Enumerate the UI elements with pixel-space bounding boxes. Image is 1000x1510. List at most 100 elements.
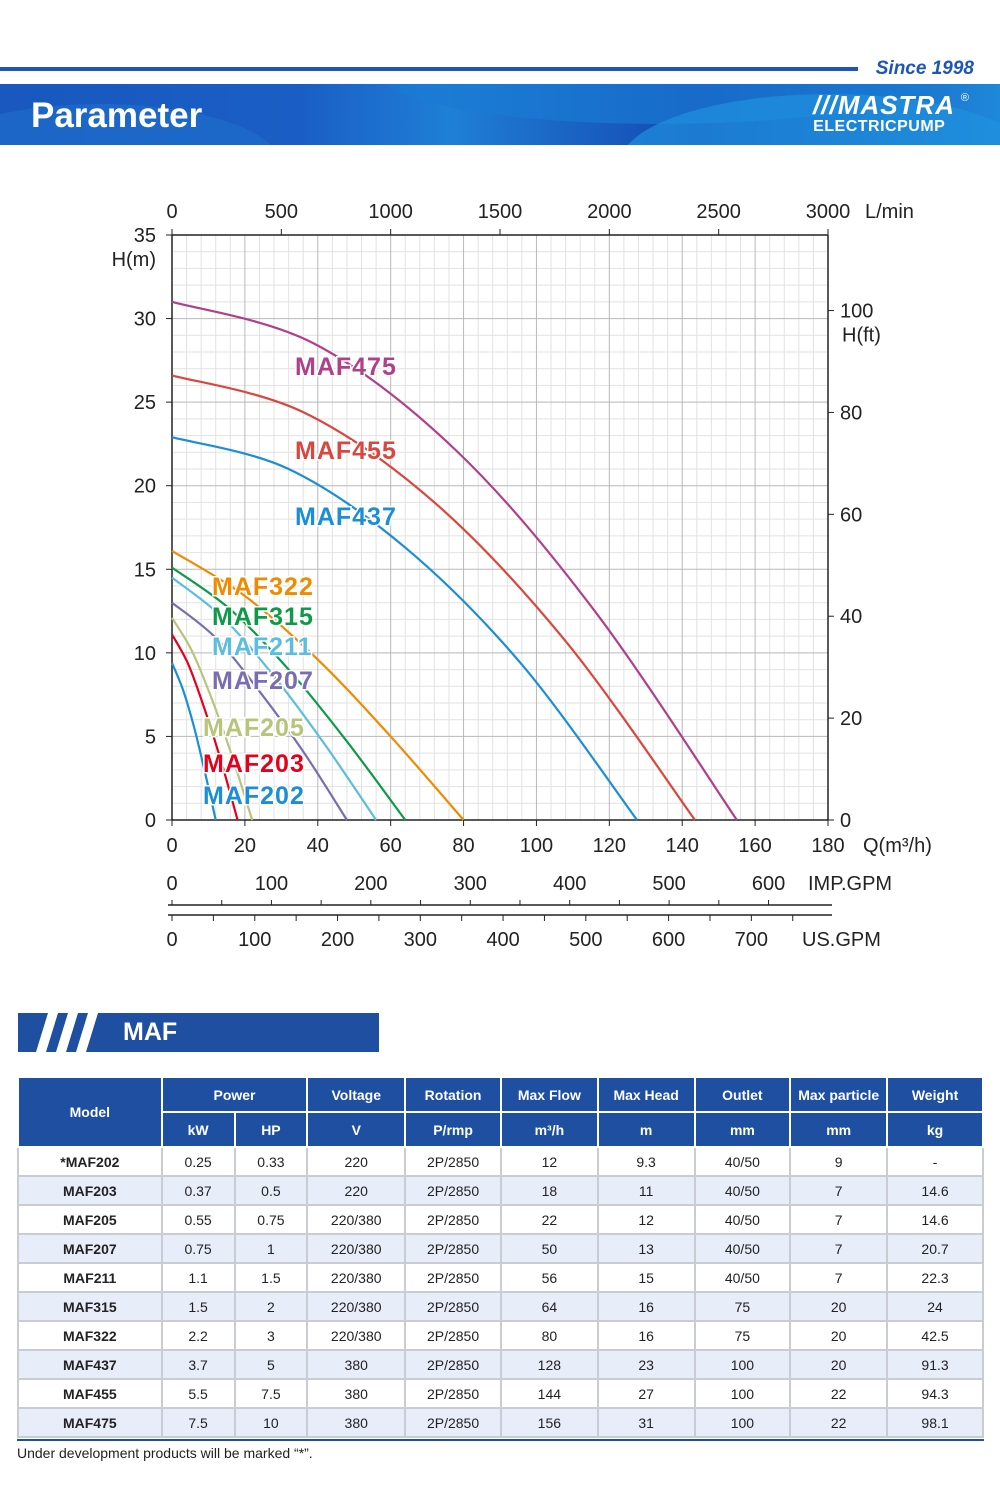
table-cell: 220/380 <box>306 1320 407 1351</box>
x-axis-label: Q(m³/h) <box>863 835 932 857</box>
table-cell: 0.5 <box>233 1175 309 1206</box>
brand-logo: ///MASTRA ELECTRICPUMP ® <box>813 92 969 136</box>
table-cell: 22 <box>789 1378 889 1409</box>
table-cell: 24 <box>886 1291 984 1322</box>
performance-chart: 0 20 40 60 80 100 120 140 160 180 Q(m³/h) 0 5 10 15 20 2… <box>112 201 932 951</box>
model-cell: MAF205 <box>17 1204 163 1235</box>
table-cell: 7 <box>789 1233 889 1264</box>
us-gpm-tick-label: 700 <box>735 929 768 951</box>
x-tick-label: 140 <box>666 835 699 857</box>
table-cell: 220/380 <box>306 1204 407 1235</box>
curve-maf202 <box>170 662 217 821</box>
table-cell: 2P/2850 <box>404 1204 502 1235</box>
table-row: MAF455 5.5 7.5 380 2P/2850 144 27 100 22 94.3 <box>17 1378 984 1409</box>
unit-header: kg <box>886 1111 984 1148</box>
table-row: MAF475 7.5 10 380 2P/2850 156 31 100 22 98.1 <box>17 1407 984 1438</box>
top-tick-label: 1000 <box>368 201 413 223</box>
table-cell: 1.5 <box>233 1262 309 1293</box>
table-cell: 2P/2850 <box>404 1407 502 1438</box>
col-voltage: Voltage <box>306 1076 407 1113</box>
unit-header: m <box>596 1111 696 1148</box>
table-cell: 9 <box>789 1146 889 1177</box>
table-cell: 7 <box>789 1175 889 1206</box>
table-cell: 16 <box>596 1320 696 1351</box>
table-cell: 7.5 <box>160 1407 236 1438</box>
model-cell: MAF203 <box>17 1175 163 1206</box>
model-cell: MAF475 <box>17 1407 163 1438</box>
unit-header: mm <box>789 1111 889 1148</box>
table-cell: 40/50 <box>693 1146 792 1177</box>
imp-gpm-tick-label: 0 <box>166 873 177 895</box>
unit-header: HP <box>233 1111 309 1148</box>
col-outlet: Outlet <box>693 1076 792 1113</box>
table-cell: 22 <box>499 1204 599 1235</box>
imp-gpm-label: IMP.GPM <box>808 873 892 895</box>
col-weight: Weight <box>886 1076 984 1113</box>
table-cell: 0.75 <box>160 1233 236 1264</box>
table-cell: 94.3 <box>886 1378 984 1409</box>
model-cell: MAF315 <box>17 1291 163 1322</box>
table-cell: - <box>886 1146 984 1177</box>
table-cell: 40/50 <box>693 1233 792 1264</box>
top-tick-label: 2500 <box>696 201 741 223</box>
col-max-flow: Max Flow <box>499 1076 599 1113</box>
table-cell: 0.55 <box>160 1204 236 1235</box>
table-cell: 100 <box>693 1378 792 1409</box>
table-cell: 80 <box>499 1320 599 1351</box>
right-axis-label: H(ft) <box>842 325 881 347</box>
unit-header: mm <box>693 1111 792 1148</box>
series-label: MAF202 <box>203 782 305 810</box>
table-cell: 7 <box>789 1262 889 1293</box>
table-cell: 20 <box>789 1320 889 1351</box>
y-tick-label: 30 <box>134 309 156 331</box>
table-cell: 220/380 <box>306 1233 407 1264</box>
table-cell: 3.7 <box>160 1349 236 1380</box>
table-cell: 2P/2850 <box>404 1320 502 1351</box>
col-model: Model <box>17 1076 163 1148</box>
right-tick-label: 60 <box>840 504 862 526</box>
series-label: MAF437 <box>295 503 397 531</box>
table-cell: 9.3 <box>596 1146 696 1177</box>
table-cell: 2P/2850 <box>404 1349 502 1380</box>
right-tick-label: 0 <box>840 810 851 832</box>
model-cell: MAF455 <box>17 1378 163 1409</box>
y-tick-label: 5 <box>145 726 156 748</box>
table-cell: 128 <box>499 1349 599 1380</box>
imp-gpm-tick-label: 100 <box>255 873 288 895</box>
x-tick-label: 40 <box>307 835 329 857</box>
us-gpm-tick-label: 0 <box>166 929 177 951</box>
table-cell: 380 <box>306 1378 407 1409</box>
y-tick-label: 20 <box>134 476 156 498</box>
curve-maf437 <box>171 436 638 821</box>
series-label: MAF205 <box>203 714 305 742</box>
registered-mark: ® <box>960 92 969 104</box>
table-cell: 18 <box>499 1175 599 1206</box>
table-cell: 7 <box>789 1204 889 1235</box>
top-tick-label: 0 <box>166 201 177 223</box>
table-cell: 2P/2850 <box>404 1146 502 1177</box>
us-gpm-tick-label: 300 <box>404 929 437 951</box>
x-tick-label: 100 <box>520 835 553 857</box>
x-tick-label: 160 <box>738 835 771 857</box>
top-tick-label: 500 <box>265 201 298 223</box>
table-cell: 1.5 <box>160 1291 236 1322</box>
us-gpm-tick-label: 100 <box>238 929 271 951</box>
table-cell: 50 <box>499 1233 599 1264</box>
imp-gpm-tick-label: 300 <box>454 873 487 895</box>
curve-maf322 <box>171 549 465 821</box>
slashes-icon <box>36 1013 98 1052</box>
y-tick-label: 35 <box>134 225 156 247</box>
curve-maf315 <box>171 566 407 821</box>
table-cell: 2P/2850 <box>404 1175 502 1206</box>
col-rotation: Rotation <box>404 1076 502 1113</box>
table-cell: 380 <box>306 1407 407 1438</box>
table-row: MAF203 0.37 0.5 220 2P/2850 18 11 40/50 7 14.6 <box>17 1175 984 1206</box>
table-cell: 0.75 <box>233 1204 309 1235</box>
header-rule <box>0 67 858 71</box>
table-cell: 2P/2850 <box>404 1291 502 1322</box>
table-cell: 7.5 <box>233 1378 309 1409</box>
x-tick-label: 120 <box>593 835 626 857</box>
table-cell: 14.6 <box>886 1175 984 1206</box>
table-cell: 220 <box>306 1175 407 1206</box>
table-cell: 12 <box>499 1146 599 1177</box>
